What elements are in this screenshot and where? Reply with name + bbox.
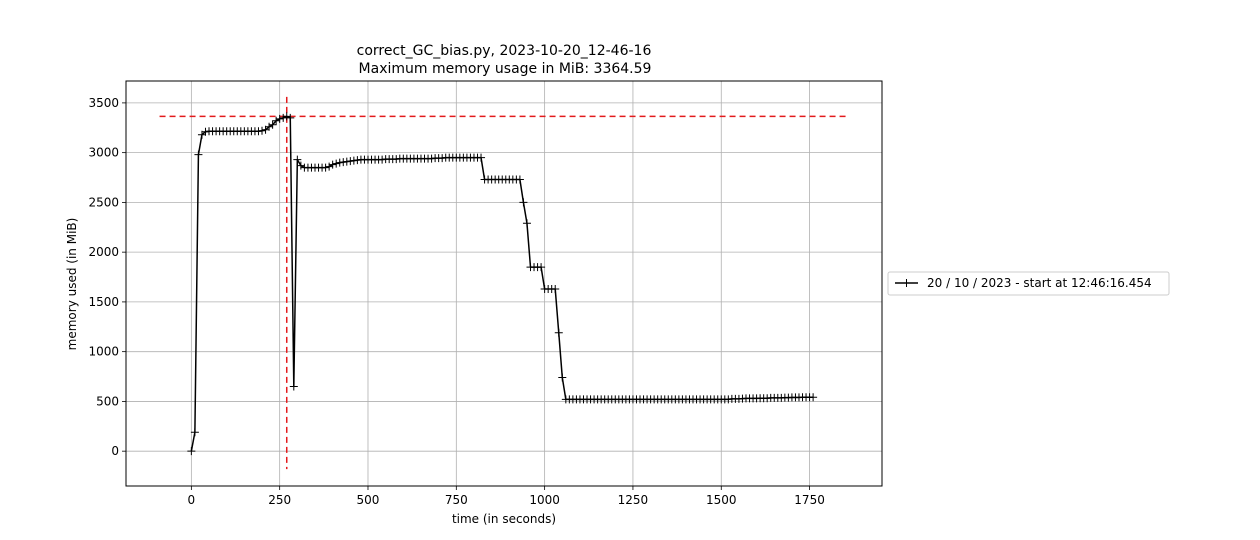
data-point-marker bbox=[522, 219, 531, 228]
y-tick-label: 2500 bbox=[88, 195, 119, 209]
x-axis-label: time (in seconds) bbox=[452, 512, 556, 526]
data-point-marker bbox=[286, 113, 295, 122]
data-point-marker bbox=[190, 428, 199, 437]
chart-subtitle: Maximum memory usage in MiB: 3364.59 bbox=[359, 61, 652, 77]
series-line bbox=[190, 115, 814, 452]
data-point-marker bbox=[537, 263, 546, 272]
chart-title: correct_GC_bias.py, 2023-10-20_12-46-16 bbox=[357, 43, 652, 59]
y-tick-label: 3000 bbox=[88, 146, 119, 160]
data-point-marker bbox=[279, 113, 288, 122]
legend-marker-sample bbox=[902, 279, 911, 287]
y-tick-label: 500 bbox=[96, 394, 119, 408]
data-point-marker bbox=[325, 162, 334, 171]
data-point-marker bbox=[293, 155, 302, 164]
x-tick-label: 1500 bbox=[706, 493, 737, 507]
data-point-marker bbox=[328, 160, 337, 169]
data-point-marker bbox=[289, 382, 298, 391]
data-point-marker bbox=[554, 328, 563, 337]
data-point-marker bbox=[282, 112, 291, 121]
y-tick-label: 1000 bbox=[88, 345, 119, 359]
data-point-marker bbox=[187, 447, 196, 456]
data-point-marker bbox=[809, 393, 818, 402]
y-axis-label: memory used (in MiB) bbox=[65, 218, 79, 351]
axis-ticks: 0 250 500 750 1000 1250 1500 1750 0 500 1000 1500 20… bbox=[88, 96, 824, 507]
data-point-marker bbox=[272, 116, 281, 125]
series-layer bbox=[187, 112, 818, 456]
legend-label: 20 / 10 / 2023 - start at 12:46:16.454 bbox=[927, 276, 1152, 290]
data-point-marker bbox=[321, 163, 330, 172]
data-point-marker bbox=[551, 284, 560, 293]
data-point-marker bbox=[194, 150, 203, 159]
y-tick-label: 0 bbox=[111, 444, 119, 458]
plot-frame bbox=[125, 80, 883, 487]
legend: 20 / 10 / 2023 - start at 12:46:16.454 bbox=[887, 271, 1170, 296]
x-tick-label: 0 bbox=[188, 493, 196, 507]
max-memory-reference-lines bbox=[159, 96, 847, 470]
y-tick-label: 3500 bbox=[88, 96, 119, 110]
y-tick-label: 2000 bbox=[88, 245, 119, 259]
data-point-marker bbox=[515, 175, 524, 184]
legend-box bbox=[887, 271, 1170, 296]
data-point-marker bbox=[258, 126, 267, 135]
x-tick-label: 1250 bbox=[618, 493, 649, 507]
y-tick-label: 1500 bbox=[88, 295, 119, 309]
x-tick-label: 1750 bbox=[794, 493, 825, 507]
x-tick-label: 1000 bbox=[529, 493, 560, 507]
data-point-marker bbox=[519, 198, 528, 207]
data-point-marker bbox=[268, 120, 277, 129]
data-point-marker bbox=[558, 373, 567, 382]
grid-lines bbox=[126, 81, 882, 486]
data-point-marker bbox=[332, 159, 341, 168]
data-point-marker bbox=[275, 114, 284, 123]
data-point-marker bbox=[296, 161, 305, 170]
data-point-marker bbox=[265, 122, 274, 131]
x-tick-label: 750 bbox=[445, 493, 468, 507]
x-tick-label: 250 bbox=[268, 493, 291, 507]
x-tick-label: 500 bbox=[357, 493, 380, 507]
data-point-marker bbox=[477, 153, 486, 162]
